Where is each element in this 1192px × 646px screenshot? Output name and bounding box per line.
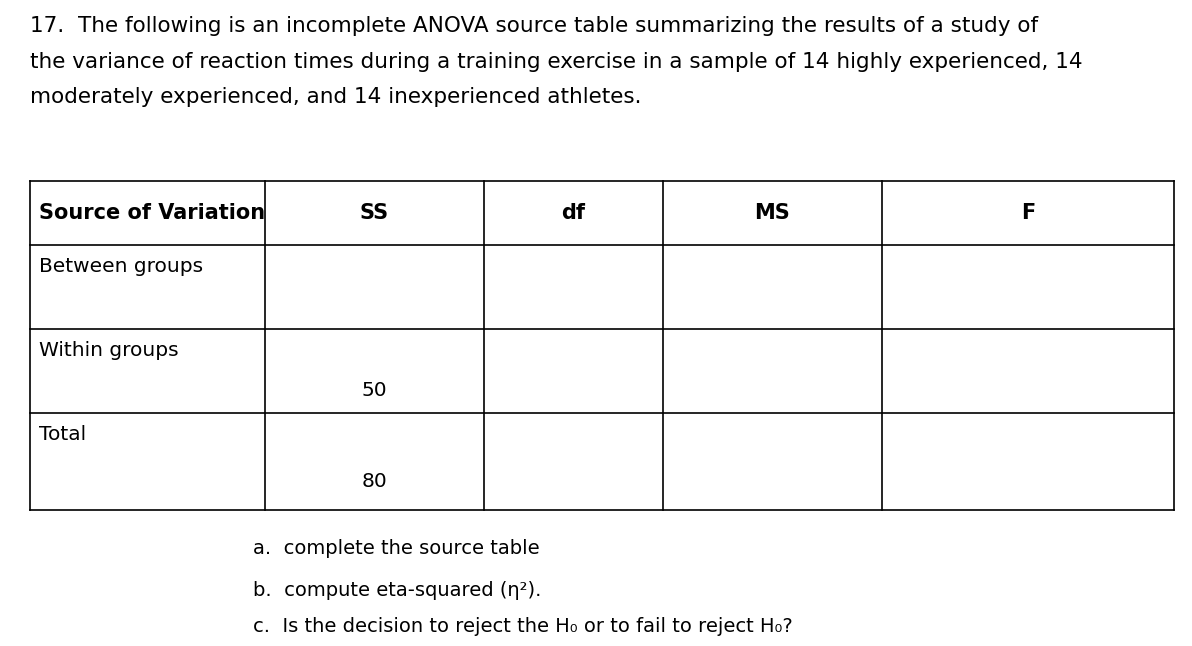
Text: Source of Variation: Source of Variation [39, 203, 266, 223]
Text: Within groups: Within groups [39, 341, 179, 360]
Text: 50: 50 [361, 381, 387, 401]
Text: c.  Is the decision to reject the H₀ or to fail to reject H₀?: c. Is the decision to reject the H₀ or t… [253, 617, 793, 636]
Text: 80: 80 [361, 472, 387, 491]
Text: Total: Total [39, 425, 87, 444]
Text: the variance of reaction times during a training exercise in a sample of 14 high: the variance of reaction times during a … [30, 52, 1082, 72]
Text: SS: SS [360, 203, 389, 223]
Text: a.  complete the source table: a. complete the source table [253, 539, 539, 558]
Text: moderately experienced, and 14 inexperienced athletes.: moderately experienced, and 14 inexperie… [30, 87, 641, 107]
Text: Between groups: Between groups [39, 257, 204, 276]
Text: df: df [561, 203, 585, 223]
Text: 17.  The following is an incomplete ANOVA source table summarizing the results o: 17. The following is an incomplete ANOVA… [30, 16, 1038, 36]
Text: b.  compute eta-squared (η²).: b. compute eta-squared (η²). [253, 581, 541, 600]
Text: F: F [1022, 203, 1035, 223]
Text: MS: MS [755, 203, 790, 223]
